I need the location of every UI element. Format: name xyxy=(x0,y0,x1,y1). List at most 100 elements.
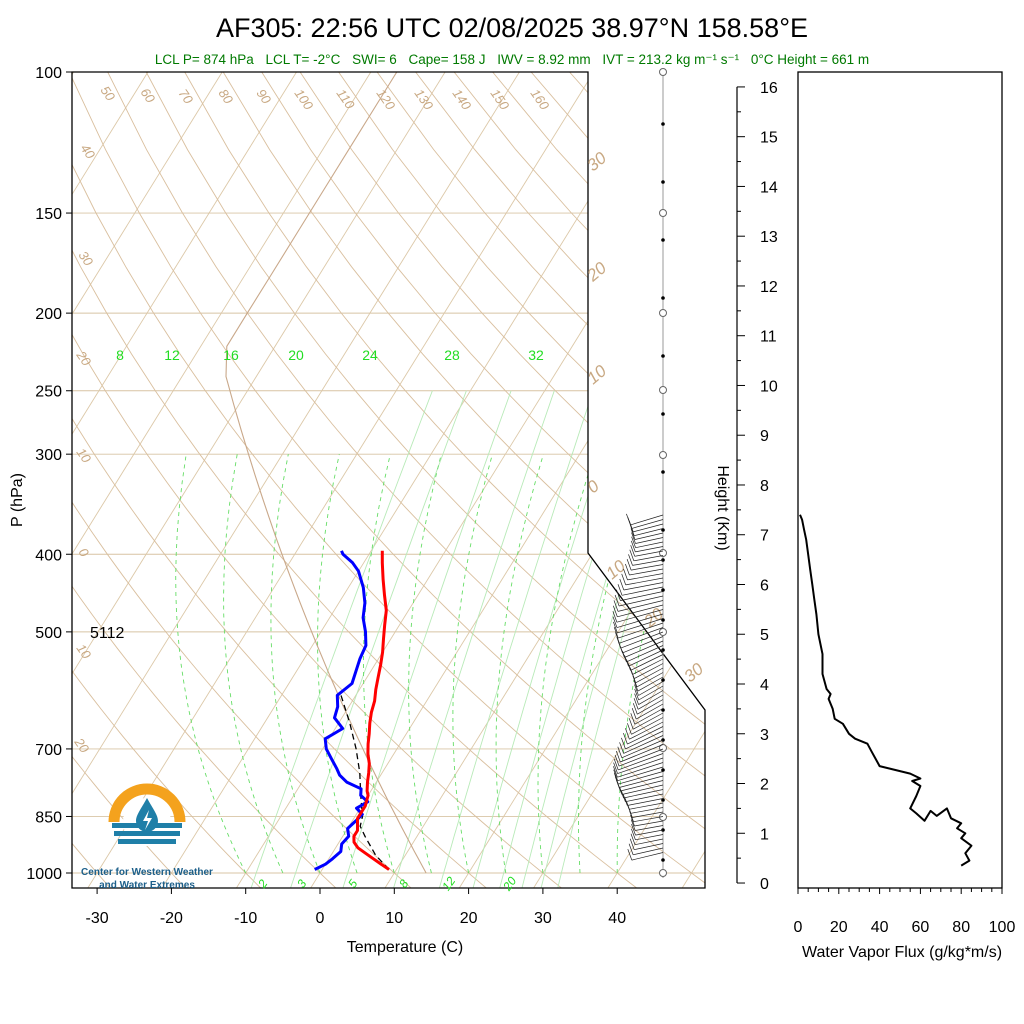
calm-wind-circle xyxy=(659,549,667,557)
mixing-ratio-label: 16 xyxy=(223,347,239,363)
wind-barb xyxy=(630,654,664,671)
wind-barb-flag xyxy=(631,823,636,836)
isotherm xyxy=(160,72,669,888)
moist-adiabat xyxy=(495,454,544,874)
calm-wind-circle xyxy=(659,869,667,877)
isotherm xyxy=(72,72,446,888)
wind-barb xyxy=(636,672,664,688)
wind-barb xyxy=(632,658,664,675)
wind-barb-flag xyxy=(631,532,636,544)
wind-barb-flag xyxy=(621,790,626,802)
wind-barb xyxy=(619,627,664,644)
wind-barb xyxy=(631,852,664,861)
wind-barb xyxy=(635,541,664,549)
isotherm xyxy=(383,72,705,888)
dry-adiabat xyxy=(72,72,705,888)
wind-barb xyxy=(618,753,664,771)
wind-barb-flag xyxy=(629,810,634,822)
wind-barb xyxy=(634,532,664,540)
wind-barb xyxy=(633,555,664,562)
wind-barb xyxy=(633,523,664,533)
height-tick-label: 7 xyxy=(760,528,769,545)
wind-barb-flag xyxy=(629,524,635,536)
wind-barb xyxy=(620,780,664,792)
wind-barb xyxy=(629,568,664,576)
logo-wave-2 xyxy=(114,831,180,836)
wind-barb xyxy=(637,699,664,715)
height-tick-label: 4 xyxy=(760,677,769,694)
wind-barb xyxy=(635,834,664,841)
skew-t-background xyxy=(72,72,705,888)
mixing-ratio-line xyxy=(249,390,433,888)
wind-barb xyxy=(635,829,664,836)
wind-dot xyxy=(661,858,665,862)
moist-adiabat xyxy=(452,454,493,874)
logo-text-line1: Center for Western Weather xyxy=(81,867,213,878)
height-tick-label: 12 xyxy=(760,279,778,296)
wind-barb xyxy=(616,609,664,623)
dry-adiabat xyxy=(72,72,339,888)
wind-barb xyxy=(623,582,664,591)
height-axis-label: Height (Km) xyxy=(714,465,731,550)
dry-adiabat xyxy=(607,72,705,888)
mixing-ratio-label: 8 xyxy=(116,347,124,363)
wind-barb xyxy=(637,694,664,710)
dry-adiabat xyxy=(299,72,705,888)
mixing-ratio-label: 20 xyxy=(288,347,304,363)
wind-barb xyxy=(634,820,664,827)
lightning-icon xyxy=(143,810,152,830)
calm-wind-circle xyxy=(659,386,667,394)
wind-barb-flag xyxy=(629,838,635,850)
mixing-ratio-label-bottom: 20 xyxy=(500,874,520,894)
wind-barb-flag xyxy=(622,794,628,806)
isotherm xyxy=(72,72,372,888)
wind-barb xyxy=(619,595,664,607)
wind-barb-flag xyxy=(624,655,629,667)
flux-tick-label: 40 xyxy=(871,919,889,936)
wind-barb xyxy=(635,546,664,553)
dewpoint-trace xyxy=(314,550,370,871)
dry-adiabat xyxy=(569,72,705,888)
flux-tick-label: 60 xyxy=(912,919,930,936)
mixing-ratio-line xyxy=(438,390,594,888)
wind-barb xyxy=(621,784,664,795)
wind-barb-flag xyxy=(615,750,621,763)
stat-ivt: IVT = 213.2 kg m⁻¹ s⁻¹ xyxy=(602,52,739,67)
wind-barb-flag xyxy=(612,616,618,628)
wind-barb xyxy=(634,708,664,725)
wind-barb xyxy=(618,771,664,785)
dry-adiabat xyxy=(184,72,705,888)
wind-barb-flag xyxy=(626,659,631,671)
calm-wind-circle xyxy=(659,68,667,76)
wind-barb xyxy=(629,721,664,740)
wind-barb-flag xyxy=(613,762,618,774)
mixing-ratio-line xyxy=(341,390,512,888)
pressure-tick-label: 100 xyxy=(35,65,62,82)
wind-barb-flag xyxy=(633,698,639,710)
stat-lcl-p: LCL P= 874 hPa xyxy=(155,52,254,67)
wind-dot xyxy=(661,122,665,126)
dry-adiabat xyxy=(72,72,489,888)
wind-barb xyxy=(630,514,664,526)
cw3e-logo: Center for Western Weather and Water Ext… xyxy=(81,783,213,891)
height-tick-label: 14 xyxy=(760,179,778,196)
wind-barb-flag xyxy=(630,545,636,557)
pressure-tick-label: 850 xyxy=(35,809,62,826)
wind-barb xyxy=(631,564,664,571)
wind-barb-flag xyxy=(623,568,628,581)
temperature-tick-label: 30 xyxy=(534,910,552,927)
dry-adiabat xyxy=(453,72,705,888)
wind-barb xyxy=(622,636,664,654)
wind-barb-flag xyxy=(619,578,625,591)
dry-adiabat xyxy=(72,72,188,888)
wind-barb xyxy=(625,730,664,750)
pressure-tick-label: 400 xyxy=(35,547,62,564)
adiabat-label: 60 xyxy=(138,85,159,106)
wind-barb-flag xyxy=(617,584,623,596)
mixing-ratio-label: 32 xyxy=(528,347,544,363)
wind-barb xyxy=(625,793,664,803)
dry-adiabat xyxy=(107,72,705,888)
temperature-tick-label: 10 xyxy=(385,910,403,927)
adiabat-label: 30 xyxy=(76,248,97,269)
